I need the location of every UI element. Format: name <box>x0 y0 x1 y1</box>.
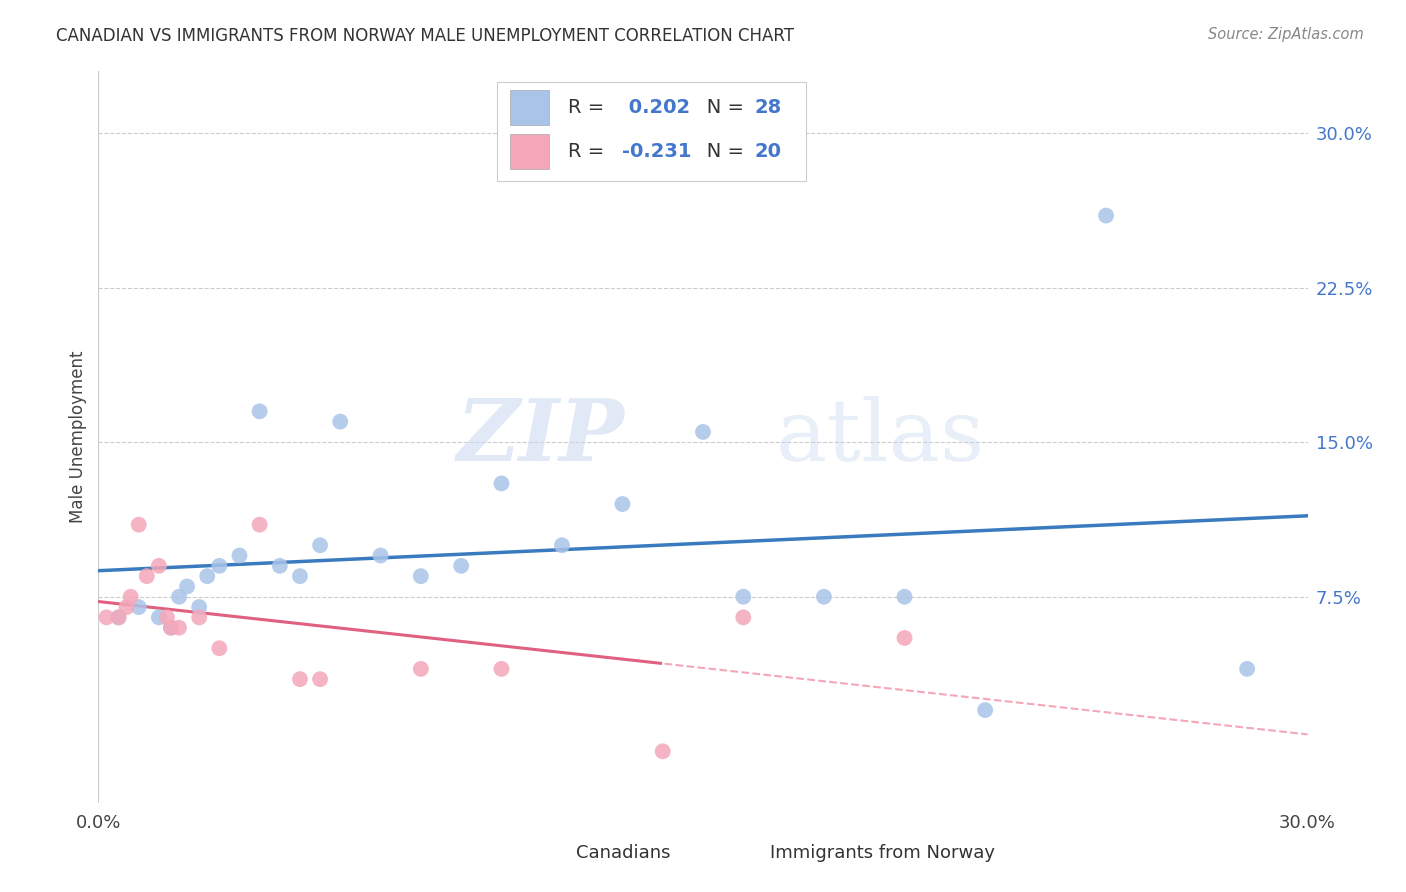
Point <box>107 610 129 624</box>
FancyBboxPatch shape <box>509 135 550 169</box>
Point <box>612 497 634 511</box>
Point <box>195 569 218 583</box>
Text: 0.202: 0.202 <box>621 98 690 118</box>
Y-axis label: Male Unemployment: Male Unemployment <box>69 351 87 524</box>
Text: -0.231: -0.231 <box>621 143 692 161</box>
Point <box>120 590 142 604</box>
Point <box>156 610 179 624</box>
Point <box>160 621 183 635</box>
Text: R =: R = <box>568 98 610 118</box>
Point <box>96 610 118 624</box>
Point <box>107 610 129 624</box>
Text: Immigrants from Norway: Immigrants from Norway <box>769 844 994 862</box>
Point <box>309 672 332 686</box>
Point <box>188 600 211 615</box>
Point <box>288 672 311 686</box>
FancyBboxPatch shape <box>509 90 550 126</box>
Point <box>115 600 138 615</box>
Point <box>167 621 190 635</box>
Point <box>288 569 311 583</box>
Point <box>208 558 231 573</box>
Point <box>651 744 673 758</box>
Point <box>167 590 190 604</box>
Point <box>269 558 291 573</box>
Point <box>228 549 250 563</box>
Point <box>974 703 997 717</box>
Point <box>160 621 183 635</box>
Point <box>733 610 755 624</box>
Text: 20: 20 <box>755 143 782 161</box>
Text: R =: R = <box>568 143 610 161</box>
Text: ZIP: ZIP <box>457 395 624 479</box>
Point <box>148 610 170 624</box>
Point <box>893 590 915 604</box>
FancyBboxPatch shape <box>721 841 759 863</box>
Point <box>208 641 231 656</box>
Text: atlas: atlas <box>776 395 984 479</box>
Point <box>1095 209 1118 223</box>
Text: N =: N = <box>689 143 751 161</box>
Point <box>128 517 150 532</box>
Point <box>491 476 513 491</box>
Point <box>135 569 157 583</box>
Text: CANADIAN VS IMMIGRANTS FROM NORWAY MALE UNEMPLOYMENT CORRELATION CHART: CANADIAN VS IMMIGRANTS FROM NORWAY MALE … <box>56 27 794 45</box>
Point <box>329 415 352 429</box>
Point <box>128 600 150 615</box>
Point <box>551 538 574 552</box>
Point <box>309 538 332 552</box>
Point <box>733 590 755 604</box>
FancyBboxPatch shape <box>527 841 567 863</box>
Text: 28: 28 <box>755 98 782 118</box>
Point <box>249 404 271 418</box>
Text: Source: ZipAtlas.com: Source: ZipAtlas.com <box>1208 27 1364 42</box>
Point <box>813 590 835 604</box>
Point <box>893 631 915 645</box>
Text: N =: N = <box>689 98 751 118</box>
Point <box>176 579 198 593</box>
Point <box>249 517 271 532</box>
Point <box>188 610 211 624</box>
Point <box>450 558 472 573</box>
Point <box>370 549 392 563</box>
Text: Canadians: Canadians <box>576 844 671 862</box>
Point <box>692 425 714 439</box>
FancyBboxPatch shape <box>498 82 806 181</box>
Point <box>148 558 170 573</box>
Point <box>409 569 432 583</box>
Point <box>491 662 513 676</box>
Point <box>1236 662 1258 676</box>
Point <box>409 662 432 676</box>
